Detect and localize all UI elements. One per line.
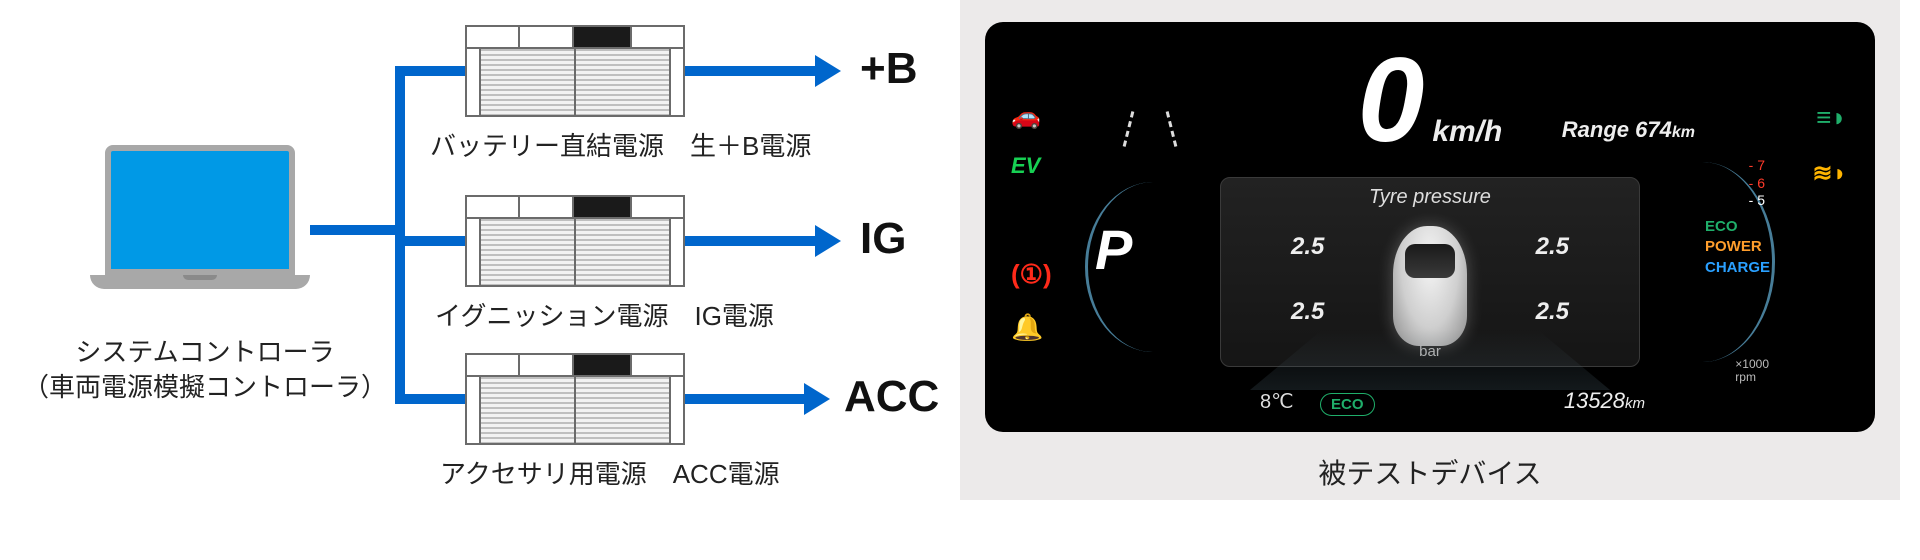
conn-to-psu-bplus — [405, 66, 465, 76]
psu-bplus-label: バッテリー直結電源 生＋B電源 — [430, 126, 770, 163]
temp-value: 8 — [1260, 391, 1271, 413]
controller-label-line1: システムコントローラ — [20, 335, 390, 370]
right-indicator-column: ≡◗ ≋◗ — [1812, 102, 1847, 188]
rpm-x1000: ×1000 — [1735, 358, 1769, 371]
range-readout: Range 674km — [1562, 117, 1695, 143]
headlight-icon: ≡◗ — [1812, 102, 1847, 133]
scale-6: - 6 — [1749, 175, 1765, 193]
output-ig-label: IG — [860, 214, 906, 264]
speed-unit: km/h — [1432, 115, 1502, 149]
output-acc-label: ACC — [844, 372, 939, 422]
arrow-ig-icon — [815, 225, 841, 257]
gear-indicator: P — [1095, 217, 1132, 282]
rpm-label: ×1000 rpm — [1735, 358, 1769, 384]
tp-car-icon — [1393, 226, 1467, 346]
conn-vertical — [395, 66, 405, 404]
psu-ig-label: イグニッション電源 IG電源 — [435, 296, 765, 333]
tp-fr: 2.5 — [1536, 233, 1569, 261]
odo-unit: km — [1625, 395, 1645, 412]
tp-fl: 2.5 — [1291, 233, 1324, 261]
brake-warning-icon: (①) — [1011, 259, 1052, 290]
conn-to-psu-acc — [405, 394, 465, 404]
eco-badge: ECO — [1320, 393, 1375, 416]
tp-rr: 2.5 — [1536, 298, 1569, 326]
conn-trunk — [310, 225, 405, 235]
right-scale: - 7 - 6 - 5 — [1749, 157, 1765, 210]
seatbelt-warning-icon: 🔔 — [1011, 312, 1052, 343]
tp-title: Tyre pressure — [1221, 178, 1639, 209]
temp-unit: ℃ — [1271, 391, 1293, 413]
laptop-screen-icon — [105, 145, 295, 275]
left-indicator-column: 🚗 EV (①) 🔔 — [1011, 102, 1052, 343]
temperature-readout: 8℃ — [1260, 389, 1294, 414]
speed-readout: 0 km/h — [1358, 40, 1503, 160]
controller-label-line2: （車両電源模擬コントローラ） — [20, 370, 390, 405]
lane-assist-icon — [1115, 107, 1185, 151]
ev-indicator: EV — [1011, 153, 1052, 179]
psu-ig — [465, 195, 685, 287]
speed-value: 0 — [1358, 40, 1425, 160]
output-bplus-label: +B — [860, 44, 917, 94]
conn-out-ig — [685, 236, 815, 246]
mode-charge: CHARGE — [1705, 258, 1770, 278]
odometer: 13528km — [1564, 388, 1645, 414]
dut-label: 被テストデバイス — [960, 452, 1900, 492]
mode-power: POWER — [1705, 237, 1770, 257]
foglight-icon: ≋◗ — [1812, 159, 1847, 188]
scale-7: - 7 — [1749, 157, 1765, 175]
drive-mode-labels: ECO POWER CHARGE — [1705, 217, 1770, 278]
conn-to-psu-ig — [405, 236, 465, 246]
controller-label: システムコントローラ （車両電源模擬コントローラ） — [20, 335, 390, 405]
rpm-unit: rpm — [1735, 371, 1769, 384]
conn-out-bplus — [685, 66, 815, 76]
tp-rl: 2.5 — [1291, 298, 1324, 326]
mode-eco: ECO — [1705, 217, 1770, 237]
scale-5: - 5 — [1749, 192, 1765, 210]
arrow-bplus-icon — [815, 55, 841, 87]
psu-acc — [465, 353, 685, 445]
psu-bplus — [465, 25, 685, 117]
controller-laptop — [90, 145, 310, 289]
range-unit: km — [1672, 124, 1695, 141]
laptop-base-icon — [90, 275, 310, 289]
car-alert-icon: 🚗 — [1011, 102, 1052, 131]
arrow-acc-icon — [804, 383, 830, 415]
odo-value: 13528 — [1564, 388, 1625, 413]
psu-acc-label: アクセサリ用電源 ACC電源 — [440, 454, 770, 491]
range-value: 674 — [1635, 117, 1672, 142]
range-label: Range — [1562, 117, 1629, 142]
conn-out-acc — [685, 394, 804, 404]
dashboard-display: 0 km/h Range 674km 🚗 EV (①) 🔔 ≡◗ ≋◗ - 7 … — [985, 22, 1875, 432]
